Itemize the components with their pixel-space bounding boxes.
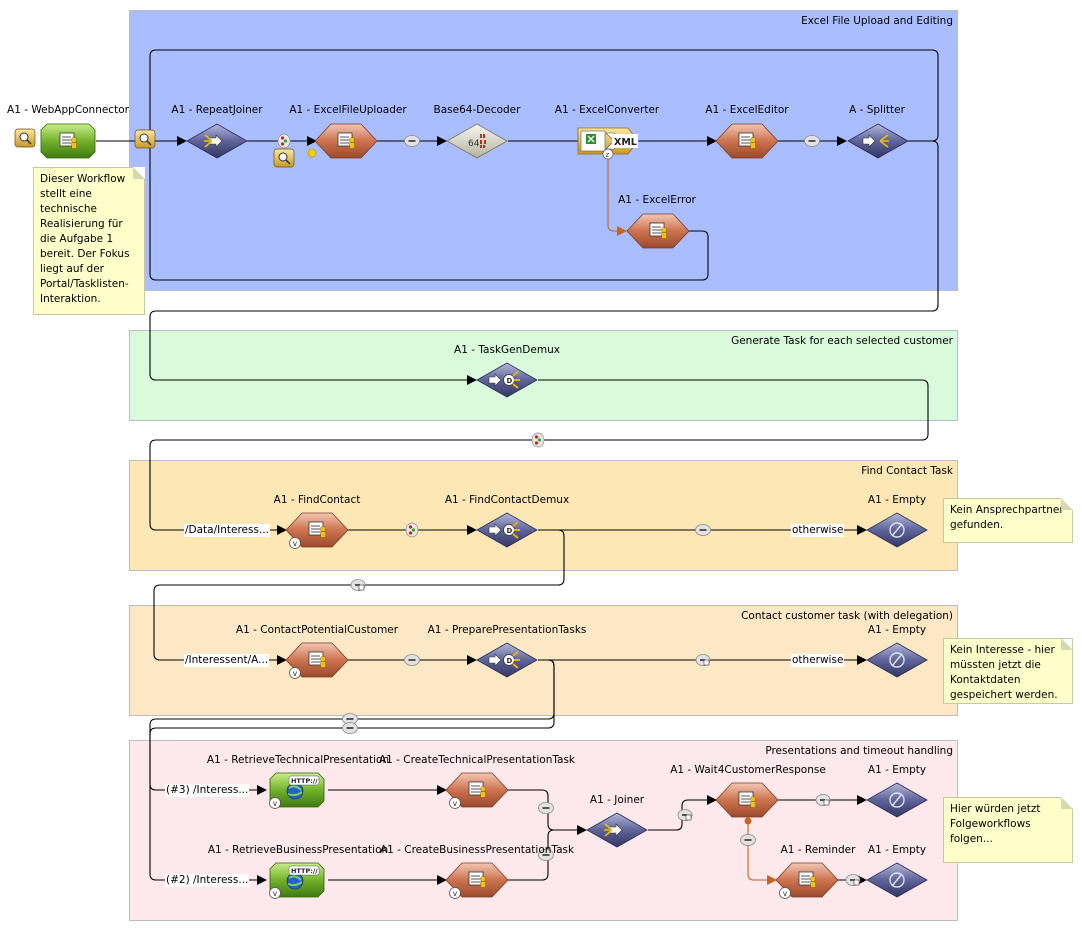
pipe-icon	[342, 722, 358, 734]
http-label: HTTP://	[291, 777, 318, 785]
lane-generate-task: Generate Task for each selected customer	[129, 330, 958, 421]
pipe-icon	[740, 834, 756, 846]
note-workflow-description: Dieser Workflow stellt eine technische R…	[33, 167, 145, 315]
excel-file-uploader-label: A1 - ExcelFileUploader	[289, 104, 407, 116]
excel-error-label: A1 - ExcelError	[618, 194, 696, 206]
retrieve-technical-node[interactable]: HTTP://	[269, 772, 325, 809]
lane-excel-upload: Excel File Upload and Editing	[129, 10, 958, 291]
traffic-light-icon	[405, 522, 419, 538]
pipe-icon	[695, 524, 711, 536]
joiner-label: A1 - Joiner	[589, 794, 645, 806]
edge-label-technical-input: (#3) /Interess...	[165, 784, 250, 797]
empty-2-label: A1 - Empty	[867, 624, 927, 636]
pipe-icon	[845, 874, 861, 886]
excel-converter-node[interactable]: XML z	[577, 127, 639, 160]
create-business-node[interactable]	[446, 863, 508, 899]
note-follow-up: Hier würden jetzt Folgeworkflows folgen.…	[943, 797, 1073, 863]
lane-title: Find Contact Task	[861, 465, 953, 477]
contact-potential-customer-node[interactable]	[286, 643, 348, 679]
traffic-light-icon	[531, 432, 545, 448]
splitter-label: A - Splitter	[849, 104, 905, 116]
create-technical-label: A1 - CreateTechnicalPresentationTask	[378, 754, 576, 766]
svg-text:z: z	[606, 151, 610, 159]
retrieve-business-label: A1 - RetrieveBusinessPresentation	[207, 844, 389, 856]
pipe-icon	[815, 794, 831, 806]
web-app-connector-node[interactable]	[40, 123, 96, 159]
xml-label: XML	[614, 137, 637, 148]
prepare-presentation-tasks-label: A1 - PreparePresentationTasks	[427, 624, 587, 636]
edge-label-data-interest: /Data/Interess...	[184, 524, 270, 537]
edge-label-otherwise: otherwise	[791, 654, 845, 667]
splitter-node[interactable]	[847, 123, 909, 159]
empty-1-node[interactable]	[866, 512, 928, 548]
key-icon	[14, 128, 36, 148]
excel-editor-node[interactable]	[716, 124, 778, 158]
find-contact-demux-node[interactable]: D	[476, 512, 538, 548]
http-label: HTTP://	[291, 867, 318, 875]
repeat-joiner-node[interactable]	[186, 123, 248, 159]
empty-3-label: A1 - Empty	[867, 764, 927, 776]
excel-error-node[interactable]	[627, 214, 689, 248]
empty-3-node[interactable]	[866, 782, 928, 818]
status-dot-icon	[307, 148, 317, 158]
empty-1-label: A1 - Empty	[867, 494, 927, 506]
excel-editor-label: A1 - ExcelEditor	[705, 104, 789, 116]
find-contact-demux-label: A1 - FindContactDemux	[444, 494, 570, 506]
pipe-icon	[350, 579, 366, 591]
pipe-icon	[804, 135, 820, 147]
note-no-interest: Kein Interesse - hier müssten jetzt die …	[943, 638, 1073, 704]
create-business-label: A1 - CreateBusinessPresentationTask	[379, 844, 575, 856]
excel-converter-label: A1 - ExcelConverter	[554, 104, 660, 116]
wait4-customer-response-node[interactable]	[716, 783, 778, 817]
reminder-node[interactable]	[776, 863, 838, 899]
error-port-icon	[744, 817, 752, 825]
lane-title: Contact customer task (with delegation)	[741, 610, 953, 622]
find-contact-node[interactable]	[286, 513, 348, 549]
joiner-node[interactable]	[586, 812, 648, 848]
key-icon	[134, 129, 156, 149]
pipe-icon	[404, 135, 420, 147]
lane-find-contact: Find Contact Task	[129, 460, 958, 571]
pipe-icon	[538, 802, 554, 814]
reminder-label: A1 - Reminder	[780, 844, 856, 856]
pipe-icon	[695, 654, 711, 666]
key-icon	[273, 148, 295, 168]
contact-potential-customer-label: A1 - ContactPotentialCustomer	[235, 624, 399, 636]
empty-4-label: A1 - Empty	[867, 844, 927, 856]
find-contact-label: A1 - FindContact	[273, 494, 361, 506]
d-badge: D	[507, 657, 513, 665]
prepare-presentation-tasks-node[interactable]: D	[476, 642, 538, 678]
edge-label-otherwise: otherwise	[791, 524, 845, 537]
base64-decoder-label: Base64-Decoder	[433, 104, 521, 116]
edge-label-interessent: /Interessent/A...	[184, 654, 270, 667]
base64-decoder-node[interactable]: 64	[446, 123, 508, 159]
note-no-contact: Kein Ansprechpartner gefunden.	[943, 498, 1073, 543]
web-app-connector-label: A1 - WebAppConnector	[7, 104, 129, 116]
retrieve-technical-label: A1 - RetrieveTechnicalPresentation	[206, 754, 390, 766]
edge-label-business-input: (#2) /Interess...	[165, 874, 250, 887]
traffic-light-icon	[277, 133, 291, 149]
empty-2-node[interactable]	[866, 642, 928, 678]
task-gen-demux-label: A1 - TaskGenDemux	[454, 344, 560, 356]
base64-label: 64	[468, 139, 480, 149]
wait4-customer-response-label: A1 - Wait4CustomerResponse	[670, 764, 826, 776]
empty-4-node[interactable]	[866, 862, 928, 898]
retrieve-business-node[interactable]: HTTP://	[269, 862, 325, 899]
lane-title: Excel File Upload and Editing	[801, 15, 953, 27]
lane-title: Presentations and timeout handling	[765, 745, 953, 757]
create-technical-node[interactable]	[446, 773, 508, 809]
pipe-icon	[404, 654, 420, 666]
d-badge: D	[507, 377, 513, 385]
excel-file-uploader-node[interactable]	[315, 124, 377, 158]
d-badge: D	[507, 527, 513, 535]
pipe-icon	[677, 809, 693, 821]
task-gen-demux-node[interactable]: D	[476, 362, 538, 398]
lane-title: Generate Task for each selected customer	[731, 335, 953, 347]
repeat-joiner-label: A1 - RepeatJoiner	[171, 104, 263, 116]
